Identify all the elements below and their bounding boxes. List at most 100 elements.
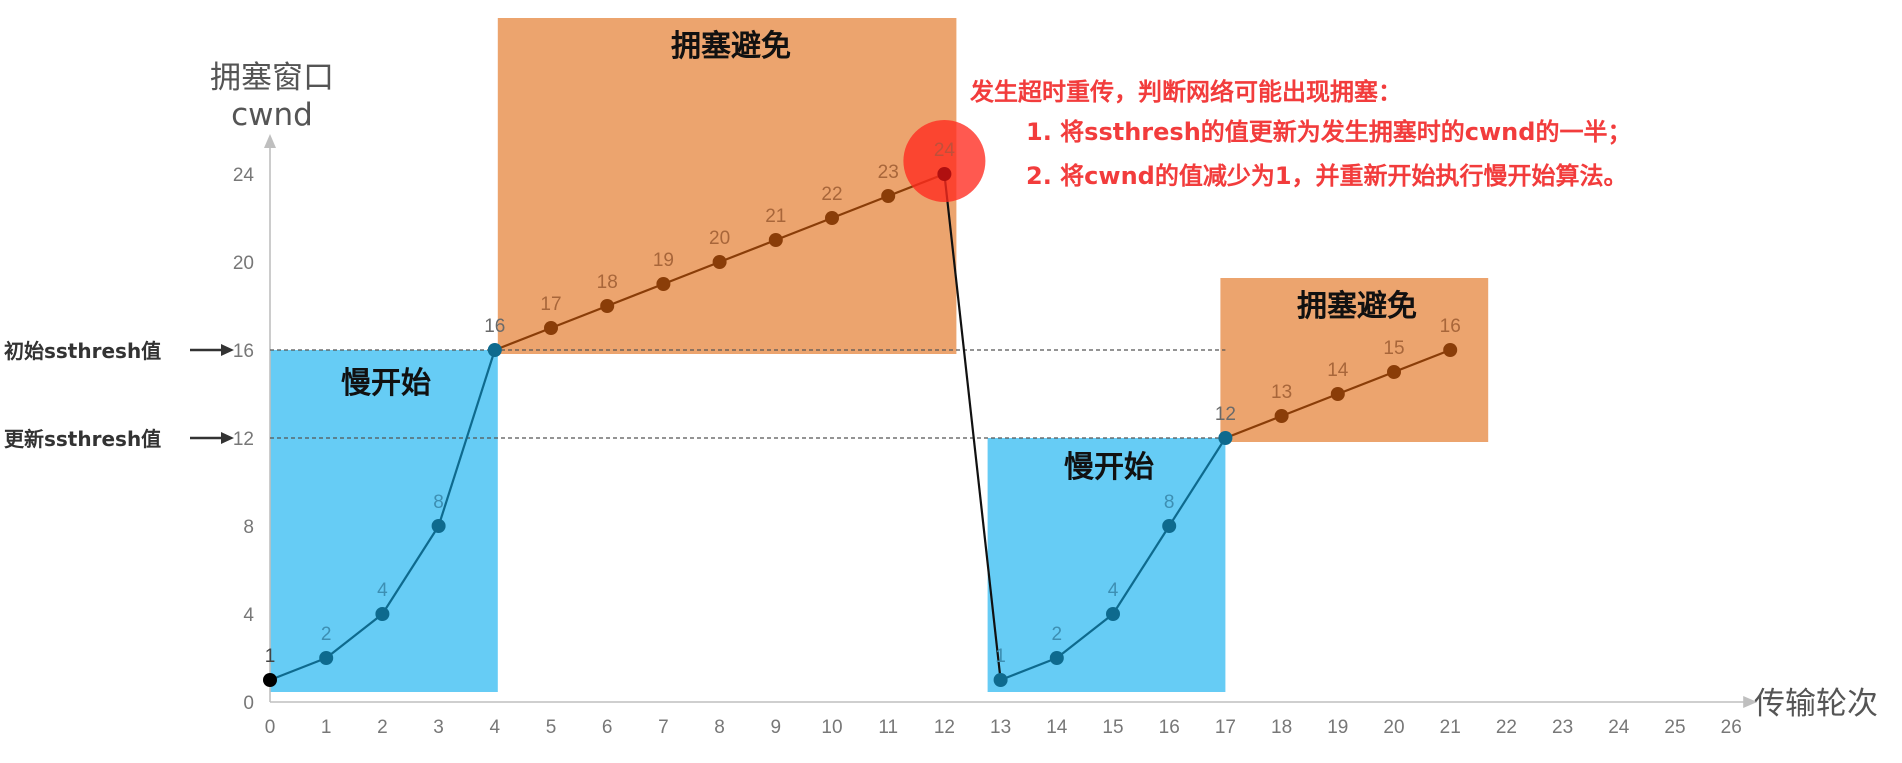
- data-label: 21: [765, 206, 786, 227]
- region-box-1: [270, 350, 498, 692]
- series-segment: [1393, 348, 1451, 374]
- x-tick-label: 7: [658, 717, 669, 738]
- x-tick-label: 25: [1664, 717, 1685, 738]
- data-point: [431, 519, 446, 533]
- data-label: 2: [1052, 624, 1063, 645]
- x-tick-label: 22: [1496, 717, 1517, 738]
- x-tick-label: 11: [878, 717, 898, 738]
- x-tick-label: 18: [1271, 717, 1292, 738]
- region-label-2: 拥塞避免: [671, 29, 791, 64]
- y-tick-label: 4: [243, 605, 254, 626]
- data-point: [1218, 431, 1233, 445]
- y-axis-arrow: [264, 134, 276, 148]
- x-tick-label: 20: [1383, 717, 1404, 738]
- data-point: [656, 277, 671, 291]
- annotation-line-1: 发生超时重传，判断网络可能出现拥塞：: [969, 78, 1402, 106]
- data-label: 24: [934, 140, 956, 161]
- y-tick-label: 12: [233, 429, 254, 450]
- series-segment: [1056, 613, 1114, 659]
- data-label: 20: [709, 228, 730, 249]
- series-segment: [719, 238, 777, 264]
- x-tick-label: 21: [1440, 717, 1461, 738]
- data-label: 22: [821, 184, 842, 205]
- data-label: 18: [597, 272, 618, 293]
- series-segment: [269, 656, 327, 682]
- series-segment: [1168, 437, 1227, 527]
- x-tick-label: 24: [1608, 717, 1630, 738]
- data-label: 12: [1215, 404, 1236, 425]
- y-axis-title-line-1: 拥塞窗口: [210, 60, 334, 96]
- data-label: 15: [1383, 338, 1404, 359]
- series-segment: [831, 194, 889, 220]
- y-tick-label: 0: [243, 693, 254, 714]
- data-label: 14: [1327, 360, 1349, 381]
- data-point: [1443, 343, 1458, 357]
- data-point: [600, 299, 615, 313]
- annotation-line-3: 2. 将cwnd的值减少为1，并重新开始执行慢开始算法。: [1026, 162, 1628, 190]
- data-point: [937, 167, 952, 181]
- series-segment: [437, 349, 496, 527]
- threshold-label-2: 更新ssthresh值: [4, 427, 161, 451]
- region-box-4: [1220, 278, 1489, 442]
- x-tick-label: 12: [934, 717, 955, 738]
- data-label: 16: [484, 316, 505, 337]
- data-point: [544, 321, 558, 335]
- x-tick-label: 16: [1159, 717, 1180, 738]
- data-point: [263, 673, 277, 687]
- region-box-2: [497, 18, 957, 354]
- data-label: 17: [540, 294, 561, 315]
- data-label: 8: [1164, 492, 1175, 513]
- annotation-line-2: 1. 将ssthresh的值更新为发生拥塞时的cwnd的一半；: [1026, 118, 1631, 146]
- data-point-layer: [263, 167, 1458, 687]
- series-segment: [1000, 656, 1058, 682]
- highlight-layer: [903, 120, 986, 202]
- series-segment: [1337, 370, 1395, 396]
- series-segment: [381, 525, 440, 615]
- x-tick-label: 10: [821, 717, 842, 738]
- x-tick-label: 0: [265, 717, 276, 738]
- annotation-layer: 发生超时重传，判断网络可能出现拥塞： 1. 将ssthresh的值更新为发生拥塞时…: [969, 78, 1631, 190]
- x-tick-label: 1: [321, 717, 332, 738]
- data-label: 1: [265, 646, 276, 667]
- series-segment: [606, 282, 664, 308]
- data-label: 19: [653, 250, 674, 271]
- timeout-highlight-circle: [903, 120, 986, 202]
- series-segment: [1112, 525, 1171, 615]
- data-point: [993, 673, 1008, 687]
- tick-layer: 0 1 2 3 4 5 6 7 8 9 10 11 12 13 14 15 16 17 18 19 20 21 22 23 24…: [233, 165, 1742, 738]
- y-tick-label: 8: [243, 517, 254, 538]
- x-tick-label: 6: [602, 717, 613, 738]
- x-tick-label: 14: [1046, 717, 1068, 738]
- series-segment: [1224, 414, 1283, 440]
- x-tick-label: 17: [1215, 717, 1236, 738]
- data-point: [1330, 387, 1345, 401]
- region-box-3: [987, 438, 1226, 692]
- threshold-arrow-head-1: [221, 344, 234, 356]
- x-tick-label: 4: [490, 717, 501, 738]
- x-axis-title: 传输轮次: [1754, 686, 1878, 722]
- data-point: [487, 343, 502, 357]
- series-segment: [662, 260, 721, 286]
- data-point: [1274, 409, 1289, 423]
- data-point: [1162, 519, 1177, 533]
- series-segment: [943, 173, 1002, 681]
- data-point: [825, 211, 839, 225]
- x-tick-label: 8: [714, 717, 725, 738]
- data-label: 16: [1440, 316, 1461, 337]
- data-label: 4: [377, 580, 388, 601]
- y-tick-label: 20: [233, 253, 254, 274]
- region-layer: [270, 18, 1489, 692]
- threshold-arrow-head-2: [221, 432, 234, 444]
- series-segment: [550, 304, 608, 330]
- x-tick-label: 26: [1721, 717, 1742, 738]
- region-label-1: 慢开始: [341, 366, 431, 401]
- x-tick-label: 19: [1327, 717, 1348, 738]
- data-point: [1106, 607, 1120, 621]
- x-tick-label: 15: [1102, 717, 1123, 738]
- data-label: 8: [433, 492, 444, 513]
- data-point: [375, 607, 390, 621]
